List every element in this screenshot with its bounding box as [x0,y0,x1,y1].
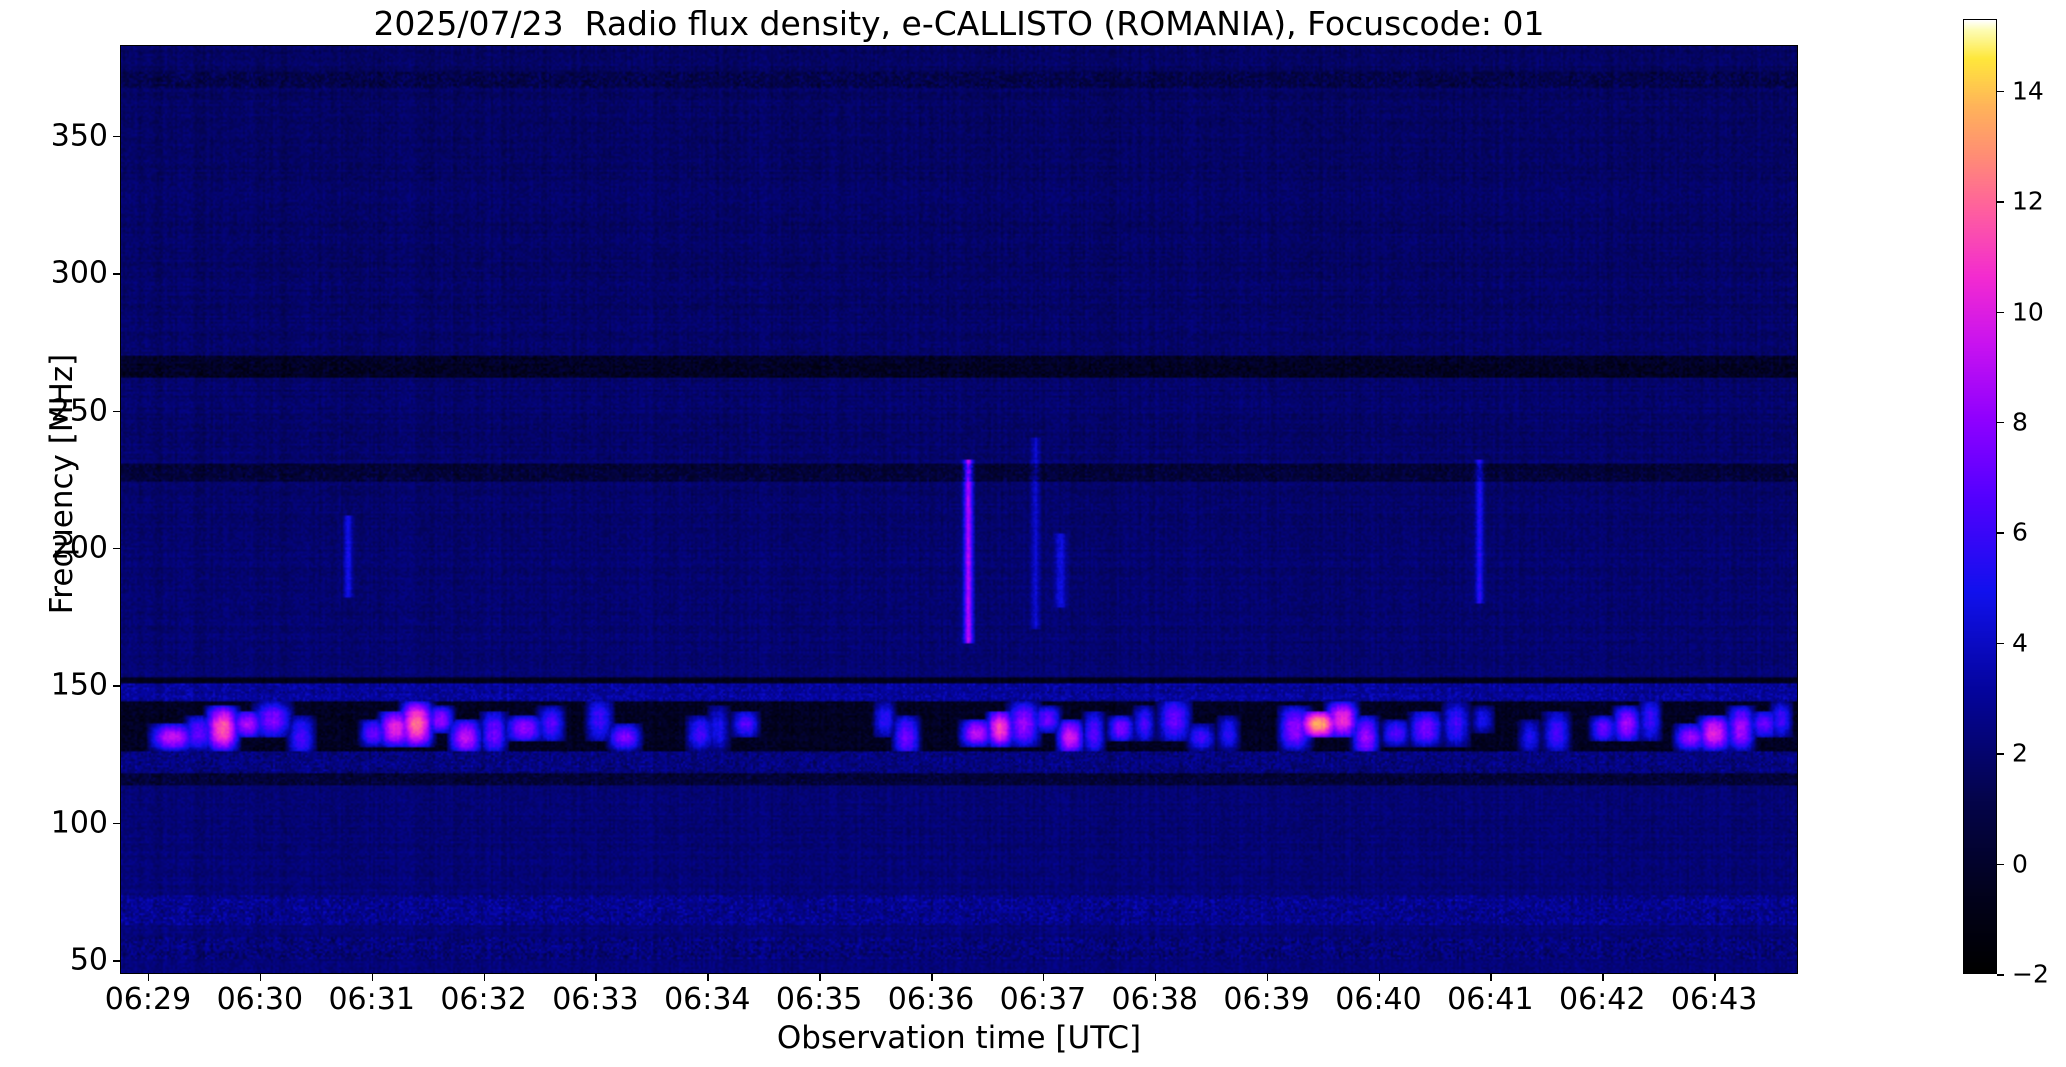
colorbar-tick-mark [1997,863,2004,866]
x-tick-mark [1378,974,1380,981]
colorbar-tick-label: −2 [2012,959,2049,989]
x-tick-mark [707,974,709,981]
y-tick-label: 50 [69,942,108,978]
colorbar-tick-label: 0 [2012,849,2028,879]
spectrogram-axes[interactable] [120,45,1798,974]
colorbar-tick-label: 2 [2012,738,2028,768]
y-tick-label: 200 [50,530,108,566]
x-tick-label: 06:41 [1447,982,1534,1017]
colorbar-tick-mark [1997,753,2004,755]
colorbar[interactable] [1963,19,1997,974]
x-tick-mark [1154,974,1157,981]
x-tick-label: 06:39 [1223,982,1310,1017]
y-tick-mark [113,960,120,962]
y-tick-mark [113,135,120,138]
x-tick-mark [1490,974,1492,981]
y-axis-label: Frequency [MHz] [44,353,80,615]
y-tick-label: 100 [50,805,108,841]
x-tick-mark [483,974,486,981]
x-tick-label: 06:33 [552,982,639,1017]
y-tick-mark [113,273,120,275]
colorbar-tick-label: 8 [2012,407,2028,437]
y-tick-mark [113,822,120,825]
colorbar-tick-label: 4 [2012,628,2028,658]
x-tick-label: 06:30 [216,982,304,1017]
colorbar-tick-mark [1997,421,2004,424]
x-tick-label: 06:31 [328,982,415,1017]
x-tick-label: 06:43 [1670,982,1758,1017]
colorbar-tick-mark [1997,532,2004,534]
y-tick-label: 350 [50,118,108,154]
colorbar-tick-label: 6 [2012,517,2028,547]
colorbar-tick-label: 14 [2012,76,2044,106]
y-tick-label: 250 [50,393,108,429]
colorbar-tick-mark [1997,90,2004,93]
x-tick-label: 06:37 [999,982,1087,1017]
x-tick-label: 06:35 [775,982,863,1017]
colorbar-tick-mark [1997,201,2004,203]
x-tick-mark [259,974,262,981]
page-title: 2025/07/23 Radio flux density, e-CALLIST… [373,4,1545,43]
x-tick-label: 06:36 [887,982,975,1017]
x-tick-label: 06:32 [440,982,527,1017]
y-tick-mark [113,685,120,687]
x-tick-label: 06:42 [1558,982,1646,1017]
x-tick-mark [931,974,933,981]
colorbar-tick-mark [1997,974,2004,976]
x-tick-label: 06:38 [1111,982,1198,1017]
y-tick-mark [113,410,120,413]
x-tick-label: 06:40 [1335,982,1422,1017]
colorbar-gradient [1964,20,1996,973]
x-tick-mark [1602,974,1604,981]
x-axis-label: Observation time [UTC] [776,1020,1142,1056]
x-tick-mark [147,974,150,981]
colorbar-tick-mark [1997,642,2004,645]
colorbar-tick-label: 12 [2012,186,2044,216]
y-tick-label: 300 [50,255,108,291]
spectrogram-image [121,46,1797,973]
y-tick-mark [113,547,120,550]
x-tick-mark [1714,974,1716,981]
x-tick-label: 06:29 [104,982,192,1017]
x-tick-mark [819,974,821,981]
y-tick-label: 150 [50,667,108,703]
colorbar-tick-mark [1997,311,2004,314]
x-tick-label: 06:34 [664,982,751,1017]
x-tick-mark [1266,974,1269,981]
x-tick-mark [1042,974,1045,981]
x-tick-mark [595,974,597,981]
colorbar-tick-label: 10 [2012,297,2044,327]
x-tick-mark [371,974,374,981]
